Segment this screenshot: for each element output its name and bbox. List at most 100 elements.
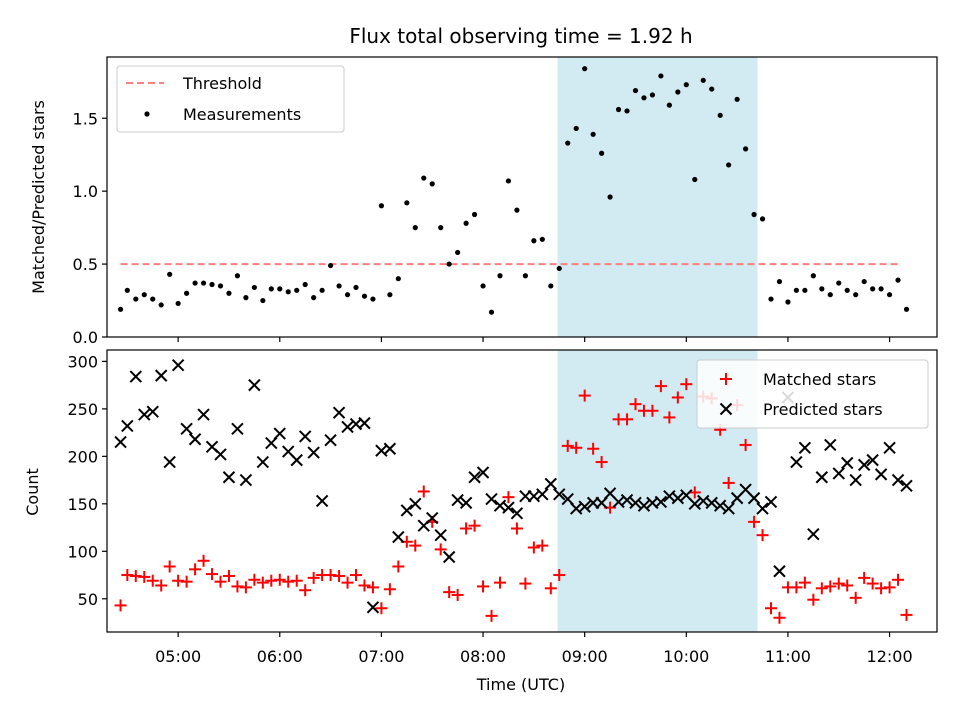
measurement-point bbox=[810, 273, 816, 279]
measurement-point bbox=[167, 271, 173, 277]
measurement-point bbox=[353, 284, 359, 291]
measurement-point bbox=[522, 273, 528, 279]
predicted-stars-point bbox=[790, 455, 803, 469]
matched-stars-point bbox=[756, 529, 769, 542]
cross-b bbox=[688, 497, 701, 511]
matched-stars-point bbox=[248, 573, 261, 586]
measurement-point bbox=[438, 225, 444, 231]
cross-b bbox=[629, 496, 642, 510]
top-panel: 0.0 0.5 1.0 1.5 Threshold Measurements bbox=[73, 56, 938, 347]
x-tick-label: 06:00 bbox=[257, 647, 303, 666]
predicted-stars-point bbox=[815, 471, 829, 484]
measurement-point bbox=[844, 287, 850, 293]
measurement-point bbox=[395, 276, 401, 282]
predicted-stars-point bbox=[273, 427, 286, 440]
cross-b bbox=[324, 433, 337, 447]
measurement-point bbox=[582, 66, 588, 72]
legend-predicted-label: Predicted stars bbox=[763, 400, 883, 419]
predicted-stars-point bbox=[214, 448, 227, 461]
cross-b bbox=[307, 446, 320, 459]
cross-b bbox=[434, 528, 447, 542]
matched-stars-point bbox=[206, 568, 219, 581]
predicted-stars-point bbox=[154, 369, 168, 382]
measurement-point bbox=[632, 87, 639, 94]
matched-stars-point bbox=[146, 574, 159, 587]
cross-b bbox=[764, 495, 778, 509]
cross-b bbox=[188, 433, 202, 446]
measurement-point bbox=[404, 200, 410, 206]
cross-b bbox=[756, 502, 769, 515]
cross-b bbox=[442, 550, 456, 564]
predicted-stars-point bbox=[442, 550, 456, 564]
matched-stars-point bbox=[832, 577, 845, 590]
predicted-stars-point bbox=[114, 435, 127, 449]
predicted-stars-point bbox=[171, 358, 185, 372]
matched-stars-point bbox=[434, 543, 447, 556]
measurement-point bbox=[226, 290, 232, 296]
predicted-stars-point bbox=[510, 507, 524, 520]
measurement-point bbox=[683, 82, 689, 88]
predicted-stars-point bbox=[485, 492, 498, 506]
measurement-point bbox=[277, 286, 283, 292]
measurement-point bbox=[192, 280, 198, 286]
matched-stars-point bbox=[671, 391, 684, 404]
predicted-stars-point bbox=[671, 491, 685, 505]
matched-stars-point bbox=[807, 593, 820, 606]
measurement-point bbox=[200, 280, 207, 286]
cross-b bbox=[214, 448, 227, 461]
measurement-point bbox=[311, 295, 317, 301]
cross-b bbox=[790, 455, 803, 469]
predicted-stars-point bbox=[231, 422, 244, 436]
cross-b bbox=[553, 488, 566, 501]
bottom-y-tick-label: 200 bbox=[67, 447, 98, 466]
predicted-stars-point bbox=[324, 433, 337, 447]
predicted-stars-point bbox=[197, 408, 210, 421]
measurement-point bbox=[133, 296, 139, 302]
matched-stars-point bbox=[587, 442, 600, 455]
measurement-point bbox=[421, 175, 427, 181]
matched-stars-point bbox=[561, 439, 574, 452]
measurement-point bbox=[573, 125, 579, 132]
predicted-stars-point bbox=[849, 473, 862, 487]
matched-stars-point bbox=[138, 570, 151, 583]
top-y-tick-label: 0.5 bbox=[73, 255, 98, 274]
predicted-stars-point bbox=[553, 488, 566, 501]
measurement-point bbox=[117, 306, 124, 312]
matched-stars-point bbox=[510, 522, 523, 535]
matched-stars-point bbox=[654, 380, 667, 393]
predicted-stars-point bbox=[400, 504, 414, 517]
predicted-stars-point bbox=[832, 467, 845, 480]
measurement-point bbox=[590, 131, 596, 137]
matched-stars-point bbox=[502, 491, 515, 504]
matched-stars-point bbox=[722, 476, 735, 489]
matched-stars-point bbox=[443, 586, 456, 599]
matched-stars-point bbox=[460, 522, 473, 535]
cross-b bbox=[154, 369, 168, 382]
predicted-stars-point bbox=[883, 441, 896, 455]
top-y-tick-label: 0.0 bbox=[73, 328, 98, 347]
measurement-point bbox=[234, 273, 241, 279]
measurement-point bbox=[150, 296, 156, 302]
legend-measurements-swatch bbox=[144, 111, 150, 117]
cross-b bbox=[248, 378, 261, 392]
predicted-stars-point bbox=[773, 565, 786, 578]
matched-stars-point bbox=[748, 515, 761, 528]
cross-b bbox=[874, 468, 888, 481]
measurement-point bbox=[827, 292, 833, 298]
predicted-stars-point bbox=[366, 601, 380, 614]
measurement-point bbox=[285, 289, 291, 295]
predicted-stars-point bbox=[248, 378, 261, 392]
measurement-point bbox=[471, 211, 478, 218]
predicted-stars-point bbox=[138, 408, 151, 421]
matched-stars-point bbox=[544, 582, 557, 595]
cross-b bbox=[180, 422, 193, 436]
cross-b bbox=[841, 456, 854, 470]
cross-b bbox=[138, 408, 151, 421]
predicted-stars-point bbox=[146, 405, 159, 418]
predicted-stars-point bbox=[900, 479, 913, 492]
measurement-point bbox=[793, 287, 800, 293]
measurement-point bbox=[209, 281, 215, 288]
cross-b bbox=[722, 502, 735, 515]
cross-b bbox=[332, 406, 346, 419]
predicted-stars-point bbox=[713, 499, 727, 512]
